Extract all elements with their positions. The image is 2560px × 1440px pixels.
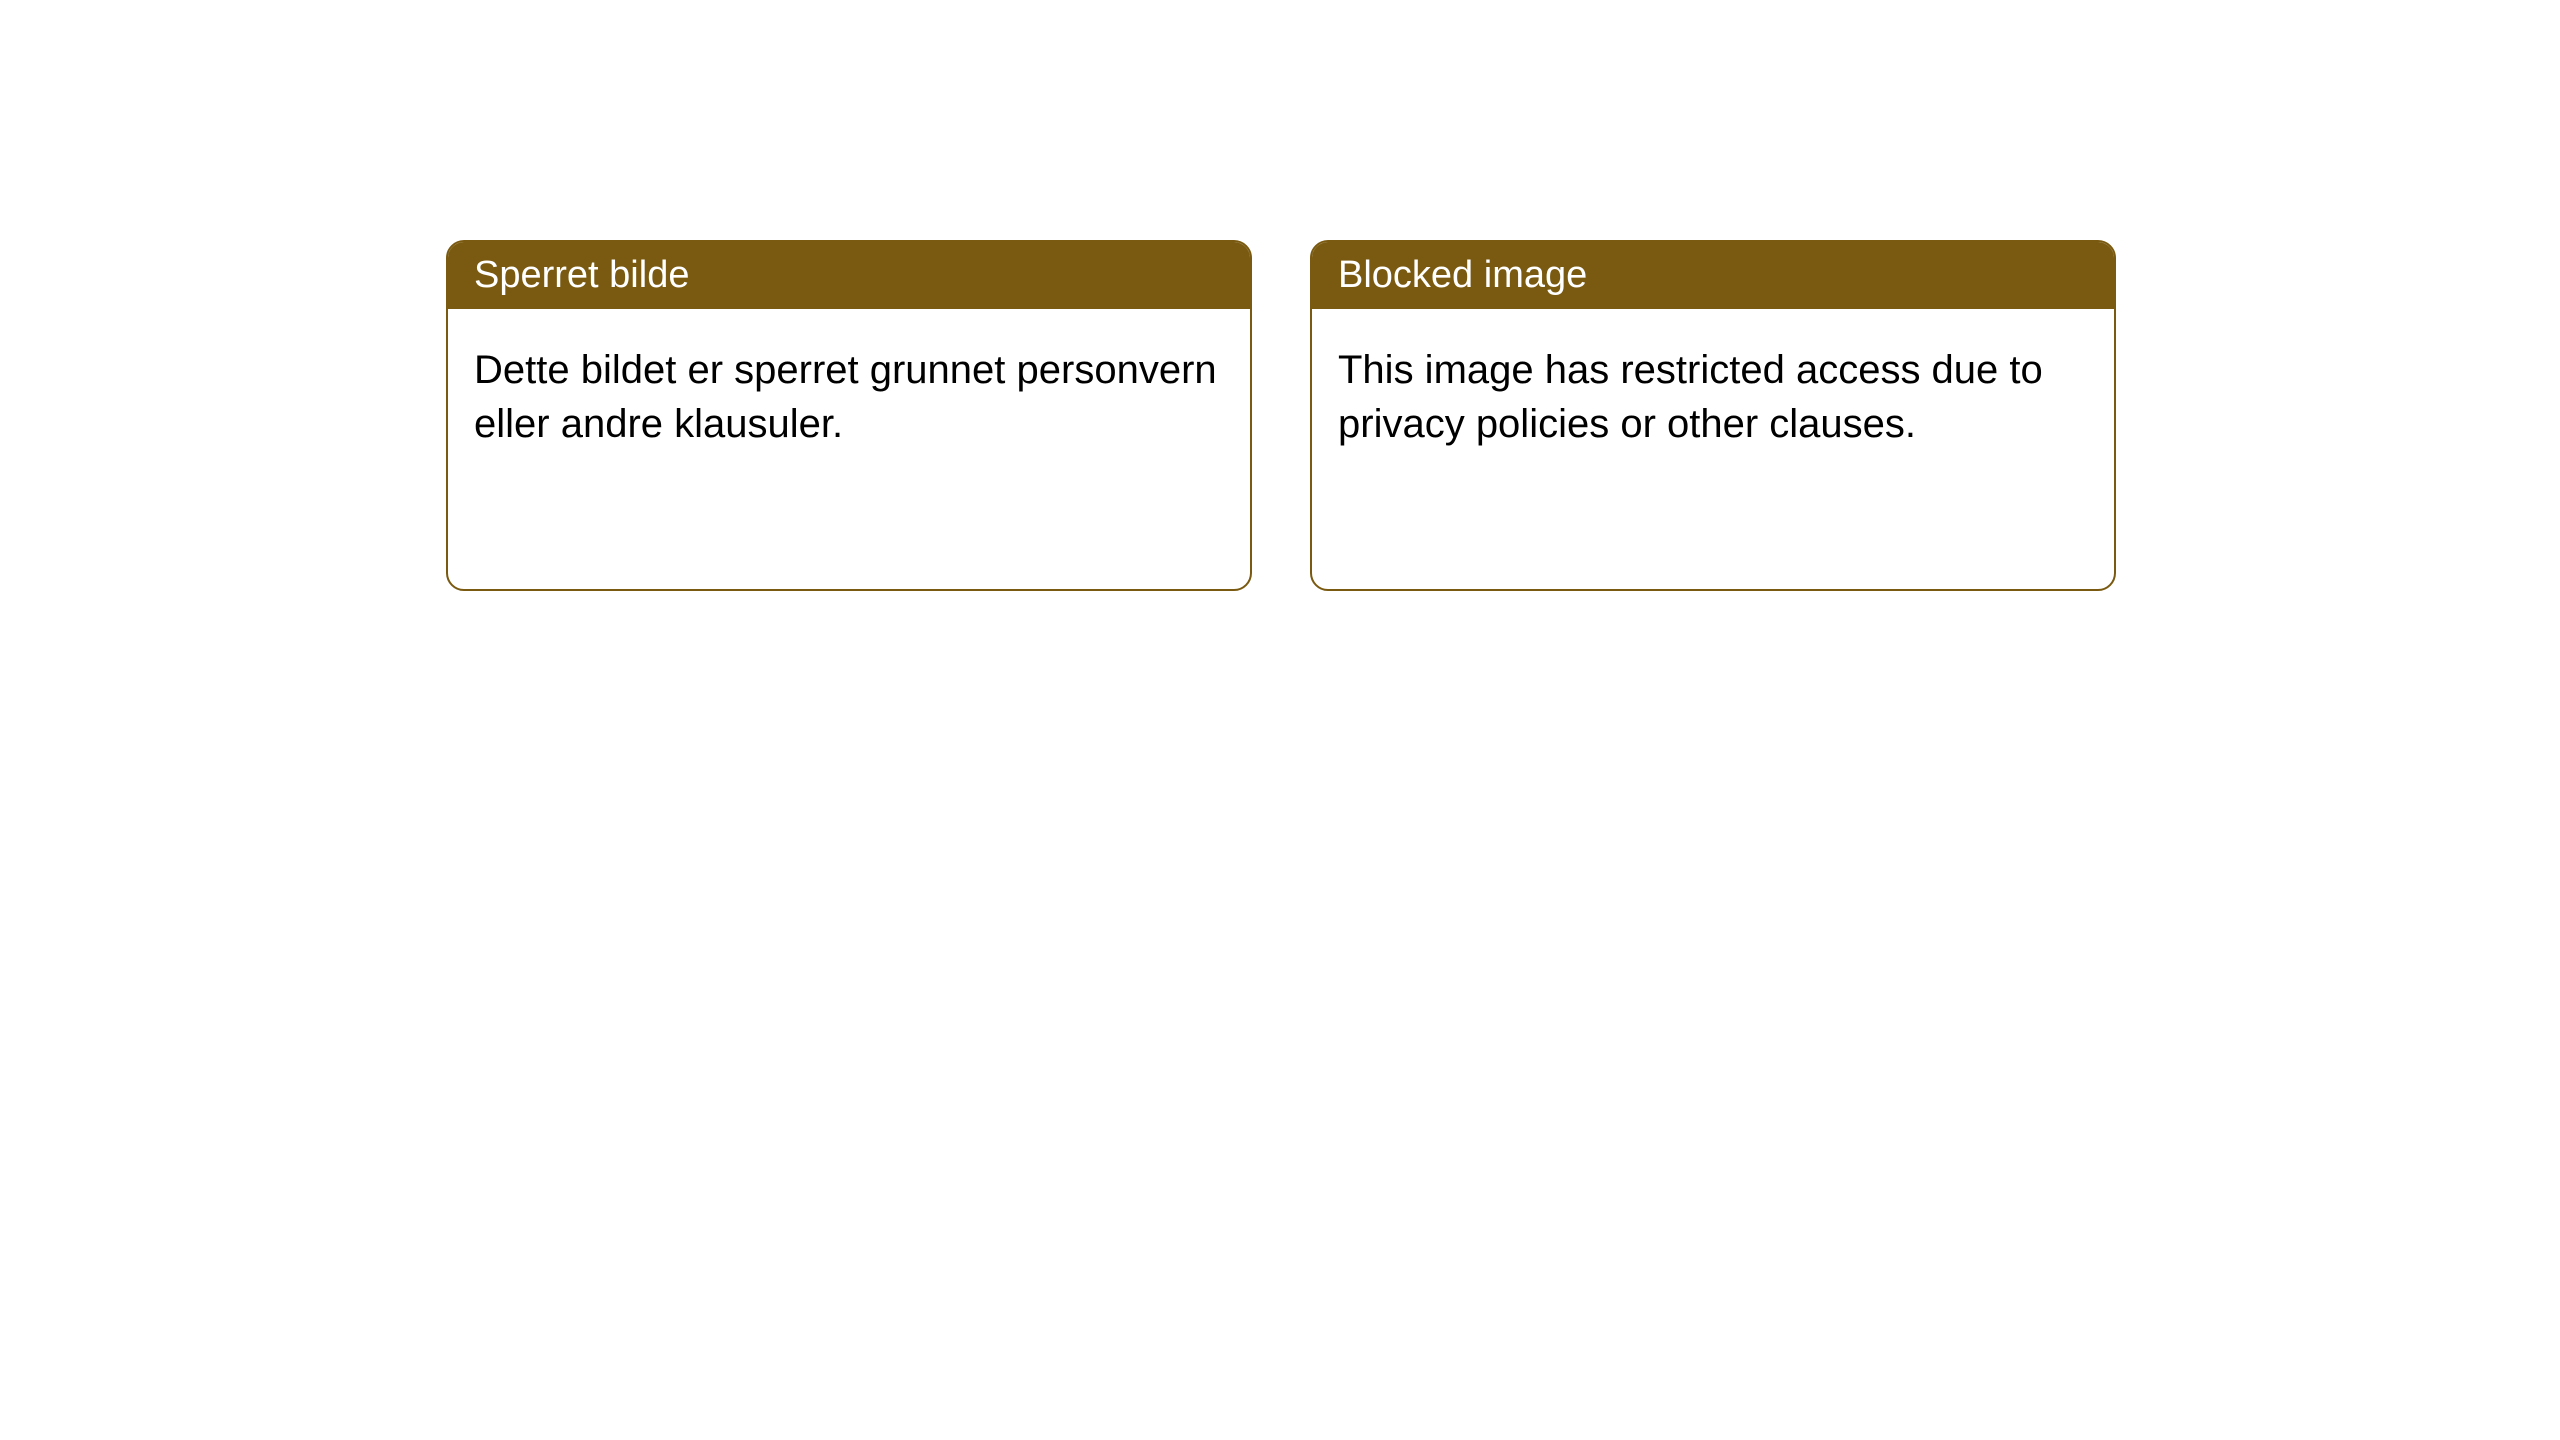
notice-title-norwegian: Sperret bilde (448, 242, 1250, 309)
notice-card-norwegian: Sperret bilde Dette bildet er sperret gr… (446, 240, 1252, 591)
notices-container: Sperret bilde Dette bildet er sperret gr… (446, 240, 2116, 591)
notice-title-english: Blocked image (1312, 242, 2114, 309)
notice-body-english: This image has restricted access due to … (1312, 309, 2114, 589)
notice-card-english: Blocked image This image has restricted … (1310, 240, 2116, 591)
notice-body-norwegian: Dette bildet er sperret grunnet personve… (448, 309, 1250, 589)
